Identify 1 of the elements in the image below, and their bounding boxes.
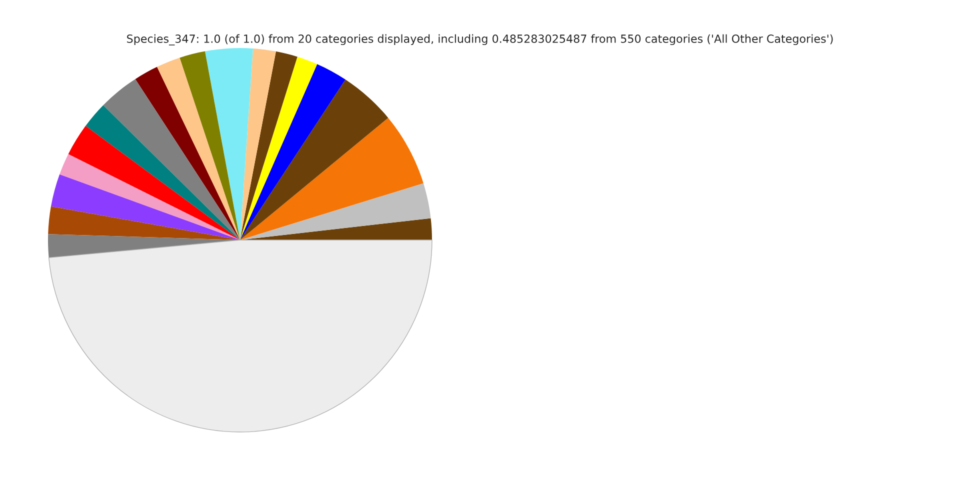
text: Species_347: 1.0 (of 1.0) from 20 categories displayed, including 0.485283025487 from 550 categories ('All Other Categories') [127, 34, 833, 46]
